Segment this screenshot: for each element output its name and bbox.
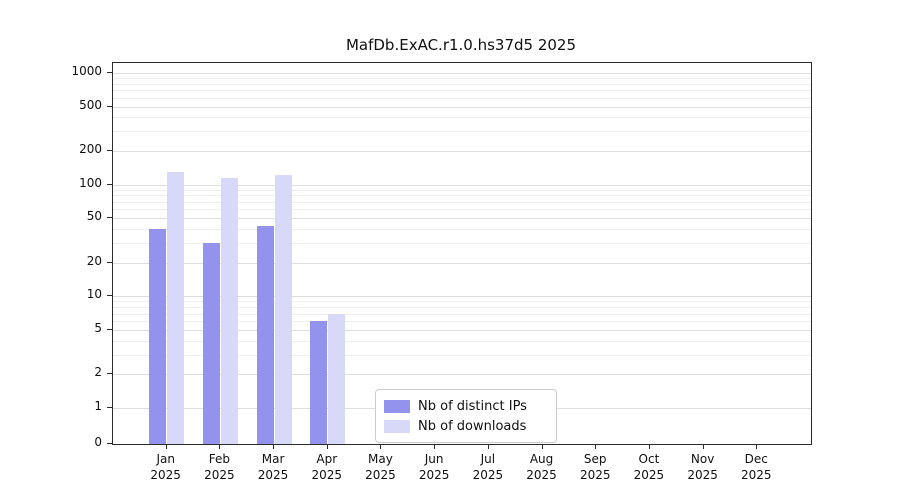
x-tick-label: Feb 2025: [189, 451, 249, 483]
bar-distinct-ips: [310, 321, 328, 444]
x-tick-year: 2025: [633, 468, 665, 482]
legend-row-distinct-ips: Nb of distinct IPs: [384, 396, 546, 416]
x-tick-label: Mar 2025: [243, 451, 303, 483]
x-tick-month: Jun: [424, 452, 444, 466]
x-tick-month: Apr: [316, 452, 338, 466]
gridline-major: [113, 329, 811, 331]
y-tick-label: 0: [94, 435, 102, 449]
plot-area: [112, 62, 812, 445]
gridline-minor: [113, 195, 811, 197]
gridline-minor: [113, 83, 811, 85]
x-tick-year: 2025: [526, 468, 557, 482]
x-tick-month: May: [368, 452, 393, 466]
gridline-minor: [113, 189, 811, 191]
x-tick-month: Jan: [156, 452, 175, 466]
x-tick-month: Nov: [690, 452, 715, 466]
x-tick-year: 2025: [579, 468, 611, 482]
x-tick-label: Jan 2025: [136, 451, 196, 483]
x-tick-year: 2025: [150, 468, 181, 482]
gridline-major: [113, 106, 811, 108]
x-tick-year: 2025: [365, 468, 396, 482]
x-tick-year: 2025: [418, 468, 450, 482]
x-tick-label: Apr 2025: [297, 451, 357, 483]
gridline-minor: [113, 78, 811, 79]
gridline-minor: [113, 307, 811, 309]
x-tick-month: Oct: [638, 452, 660, 466]
gridline-minor: [113, 209, 811, 211]
legend-swatch-distinct-ips: [384, 399, 410, 413]
x-tick-month: Jul: [480, 452, 496, 466]
bar-distinct-ips: [256, 225, 274, 444]
y-tick-label: 1000: [71, 63, 102, 78]
y-tick-label: 500: [79, 97, 102, 112]
x-tick-month: Sep: [583, 452, 607, 466]
y-tick-label: 10: [86, 287, 102, 302]
gridline-minor: [113, 117, 811, 119]
x-tick-label: Dec 2025: [726, 451, 786, 483]
gridline-major: [113, 150, 811, 152]
gridline-major: [113, 184, 811, 186]
x-tick-year: 2025: [204, 468, 235, 482]
x-tick-year: 2025: [687, 468, 718, 482]
bar-downloads: [167, 171, 185, 444]
x-tick-year: 2025: [257, 468, 289, 482]
gridline-minor: [113, 131, 811, 133]
x-tick-year: 2025: [311, 468, 343, 482]
y-tick-label: 2: [94, 365, 102, 380]
gridline-minor: [113, 243, 811, 244]
bar-downloads: [328, 313, 346, 444]
gridline-minor: [113, 90, 811, 92]
legend: Nb of distinct IPs Nb of downloads: [375, 389, 557, 443]
gridline-minor: [113, 201, 811, 203]
y-tick-label: 200: [79, 141, 102, 156]
x-tick-month: Aug: [529, 452, 554, 466]
bar-downloads: [220, 177, 238, 444]
x-tick-label: Oct 2025: [619, 451, 679, 483]
gridline-minor: [113, 340, 811, 342]
gridline-major: [113, 218, 811, 220]
y-tick-label: 5: [94, 320, 102, 335]
gridline-minor: [113, 313, 811, 315]
x-tick-year: 2025: [741, 468, 772, 482]
x-tick-label: Jun 2025: [404, 451, 464, 483]
chart-title: MafDb.ExAC.r1.0.hs37d5 2025: [345, 36, 577, 54]
gridline-minor: [113, 354, 811, 356]
gridline-minor: [113, 229, 811, 231]
x-tick-label: Sep 2025: [565, 451, 625, 483]
y-tick-label: 20: [86, 253, 102, 268]
bar-distinct-ips: [149, 229, 167, 444]
x-tick-month: Mar: [261, 452, 285, 466]
x-tick-month: Feb: [208, 452, 230, 466]
legend-label-downloads: Nb of downloads: [418, 418, 527, 434]
legend-swatch-downloads: [384, 419, 410, 433]
gridline-minor: [113, 321, 811, 323]
gridline-major: [113, 296, 811, 298]
x-tick-month: Dec: [744, 452, 768, 466]
legend-row-downloads: Nb of downloads: [384, 416, 546, 436]
gridline-minor: [113, 97, 811, 99]
y-tick-label: 1: [94, 399, 102, 413]
x-tick-label: May 2025: [350, 451, 410, 483]
y-tick-label: 100: [79, 175, 102, 190]
gridline-minor: [113, 301, 811, 303]
y-tick-label: 50: [86, 209, 102, 224]
x-tick-year: 2025: [472, 468, 504, 482]
gridline-major: [113, 374, 811, 376]
bar-distinct-ips: [202, 243, 220, 444]
x-tick-label: Jul 2025: [458, 451, 518, 483]
gridline-major: [113, 262, 811, 264]
legend-label-distinct-ips: Nb of distinct IPs: [418, 398, 527, 414]
gridline-major: [113, 72, 811, 74]
bar-downloads: [274, 174, 292, 444]
x-tick-label: Aug 2025: [512, 451, 572, 483]
x-tick-label: Nov 2025: [673, 451, 733, 483]
